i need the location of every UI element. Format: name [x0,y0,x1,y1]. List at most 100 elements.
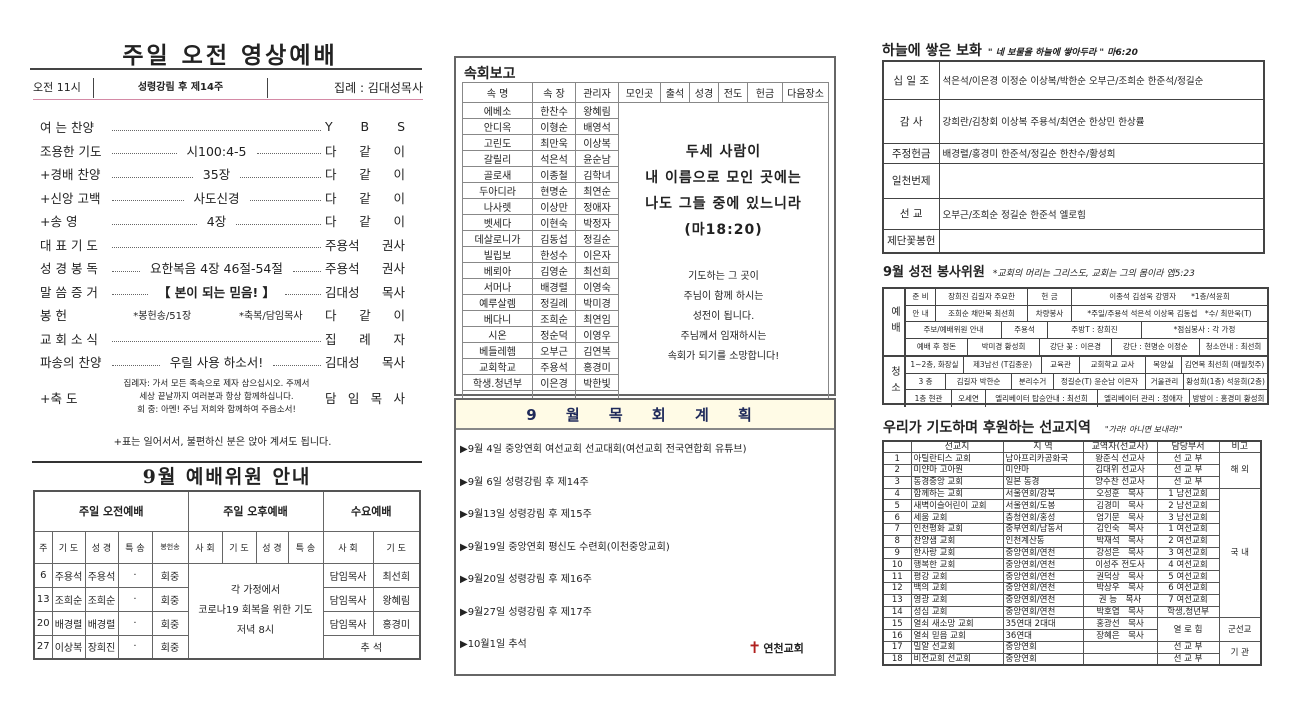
service-cell: 이종석 김성욱 강영자 *1층/석윤희 [1109,292,1230,302]
department: 열 로 힘 [1156,617,1220,643]
liturgy-label: 조용한 기도 [40,143,102,159]
service-cell: 목양실 [1146,357,1182,373]
cell: 배영석 [575,118,619,135]
missionary: 권 능 목사 [1082,593,1158,607]
column-header: 성 경 [255,530,289,564]
mission-region: 중앙연회 [1002,641,1084,654]
service-cell: 1~2층, 화장실 [906,357,964,373]
department: 2 남선교회 [1156,499,1220,513]
department: 학생,청년부 [1156,605,1220,619]
liturgy-row: 대 표 기 도 주용석 권사 [40,233,405,257]
benediction-line: 회 중: 아멘! 주님 저희와 함께하여 주옵소서! [137,405,296,415]
service-cell: 조희순 채만복 최선희 [936,305,1028,321]
liturgy-person: 주용석 권사 [325,237,405,253]
missionary: 박재석 목사 [1082,534,1158,548]
cell: 한성수 [532,246,576,263]
cell-special: · [117,562,153,588]
mission-region: 중앙연회 [1002,652,1084,666]
cell: 한찬수 [532,102,576,119]
liturgy-label: +축 도 [40,391,78,406]
cell: 김학녀 [575,166,619,183]
liturgy-detail: 사도신경 [193,190,240,206]
pastoral-plan-box [454,398,836,676]
benediction-text: 집례자: 가서 모든 족속으로 제자 삼으십시오. 주께서 세상 끝날까지 여러… [108,378,325,417]
dot-leader [112,287,148,296]
table-row: 6 세움 교회 충청연회/홍성 엄기문 목사 3 남선교회 [882,511,1261,525]
verse-panel: 두세 사람이 내 이름으로 모인 곳에는 나도 그들 중에 있느니라 (마18:20)… [618,101,829,406]
department: 선 교 부 [1156,464,1220,477]
mission-region: 서울연회/강북 [1002,487,1084,501]
row-label: 일천번제 [882,162,940,199]
cell-wed-prayer: 최선희 [372,562,421,588]
mission-name: 한사랑 교회 [910,546,1004,560]
liturgy-label: +신앙 고백 [40,190,101,206]
cell: 석은석 [532,150,576,167]
dot-leader [240,170,321,178]
service-cell: *점심봉사 : 각 가정 [1173,325,1236,335]
cell: 서머나 [462,278,533,295]
liturgy-person: 다 같 이 [325,214,406,230]
cell-bible: 조희순 [84,586,119,612]
mission-name: 동경중앙 교회 [910,475,1004,489]
cell-week: 27 [33,634,53,660]
mission-region: 중부연회/남동서 [1002,523,1084,536]
cell-week: 6 [33,562,53,588]
mission-name: 함께하는 교회 [910,487,1004,501]
mission-name: 미얀마 고아원 [910,464,1004,477]
column-header: 출석 [660,82,690,103]
row-value: 배경렬/홍경미 한준석/정길순 한찬수/황성희 [938,142,1265,164]
liturgy-row: 파송의 찬양 우릴 사용 하소서! 김대성 목사 [40,350,405,374]
row-number: 13 [882,593,912,607]
cell: 홍경미 [575,358,619,375]
row-label: 선 교 [882,197,940,230]
cell: 이형순 [532,118,576,135]
department: 5 여선교회 [1156,570,1220,584]
liturgy-label: 말 씀 증 거 [40,284,98,300]
mission-name: 세움 교회 [910,511,1004,525]
department: 2 여선교회 [1156,534,1220,548]
cell: 박한빛 [575,374,619,391]
mission-region: 서울연회/도봉 [1002,499,1084,513]
message-line: 주님이 함께 하시는 [683,291,764,302]
column-header [882,440,912,454]
service-row: 1층 현관 오세연 엘리베이터 탑승안내 : 최선희 엘리베이터 관리 : 정애자 방방… [906,390,1267,407]
department: 6 여선교회 [1156,582,1220,595]
cell: 고린도 [462,134,533,151]
row-value [938,228,1265,254]
cell-prayer: 이상복 [51,634,86,660]
mission-name: 열쇠 믿음 교회 [910,629,1004,643]
row-value [938,162,1265,199]
liturgy-person: 다 같 이 [325,308,405,324]
church-logo: ✝ 연천교회 [748,638,804,657]
liturgy-person: 다 같 이 [325,190,406,206]
service-group: 예배 준 비 장희진 김길자 주요한 헌 금 이종석 김성욱 강영자 *1층/석윤희 안 … [884,289,1267,357]
cell: 이은경 [532,374,576,391]
row-number: 5 [882,499,912,513]
cell-special: · [117,634,153,660]
cell-wed-prayer: 왕혜림 [372,586,421,612]
row-number: 6 [882,511,912,525]
missionary [1082,652,1158,666]
table-row: 27 이상복 장희진 · 회중 추 석 [33,634,421,660]
table-row: 11 평강 교회 중앙연회/연천 권덕상 목사 5 여선교회 [882,570,1261,584]
dot-leader [112,334,321,343]
table-row: 벳세다 이현숙 박정자 [462,214,829,231]
service-cell: 준 비 [906,289,936,305]
mission-name: 성심 교회 [910,605,1004,619]
cell-prayer: 조희순 [51,586,86,612]
cell: 최연임 [575,310,619,327]
service-row: 주보/예배위원 안내 주용석 주방T : 장희진 *점심봉사 : 각 가정 [906,322,1267,339]
column-header: 사 회 [322,530,374,564]
department: 1 남선교회 [1156,487,1220,501]
column-header: 기 도 [372,530,421,564]
service-cell: 김길자 박한순 [946,373,1012,389]
column-header: 지 역 [1002,440,1084,454]
dot-leader [112,217,197,225]
cell: 최만욱 [532,134,576,151]
service-cell: 오세연 [952,390,986,407]
cell: 정순덕 [532,326,576,343]
